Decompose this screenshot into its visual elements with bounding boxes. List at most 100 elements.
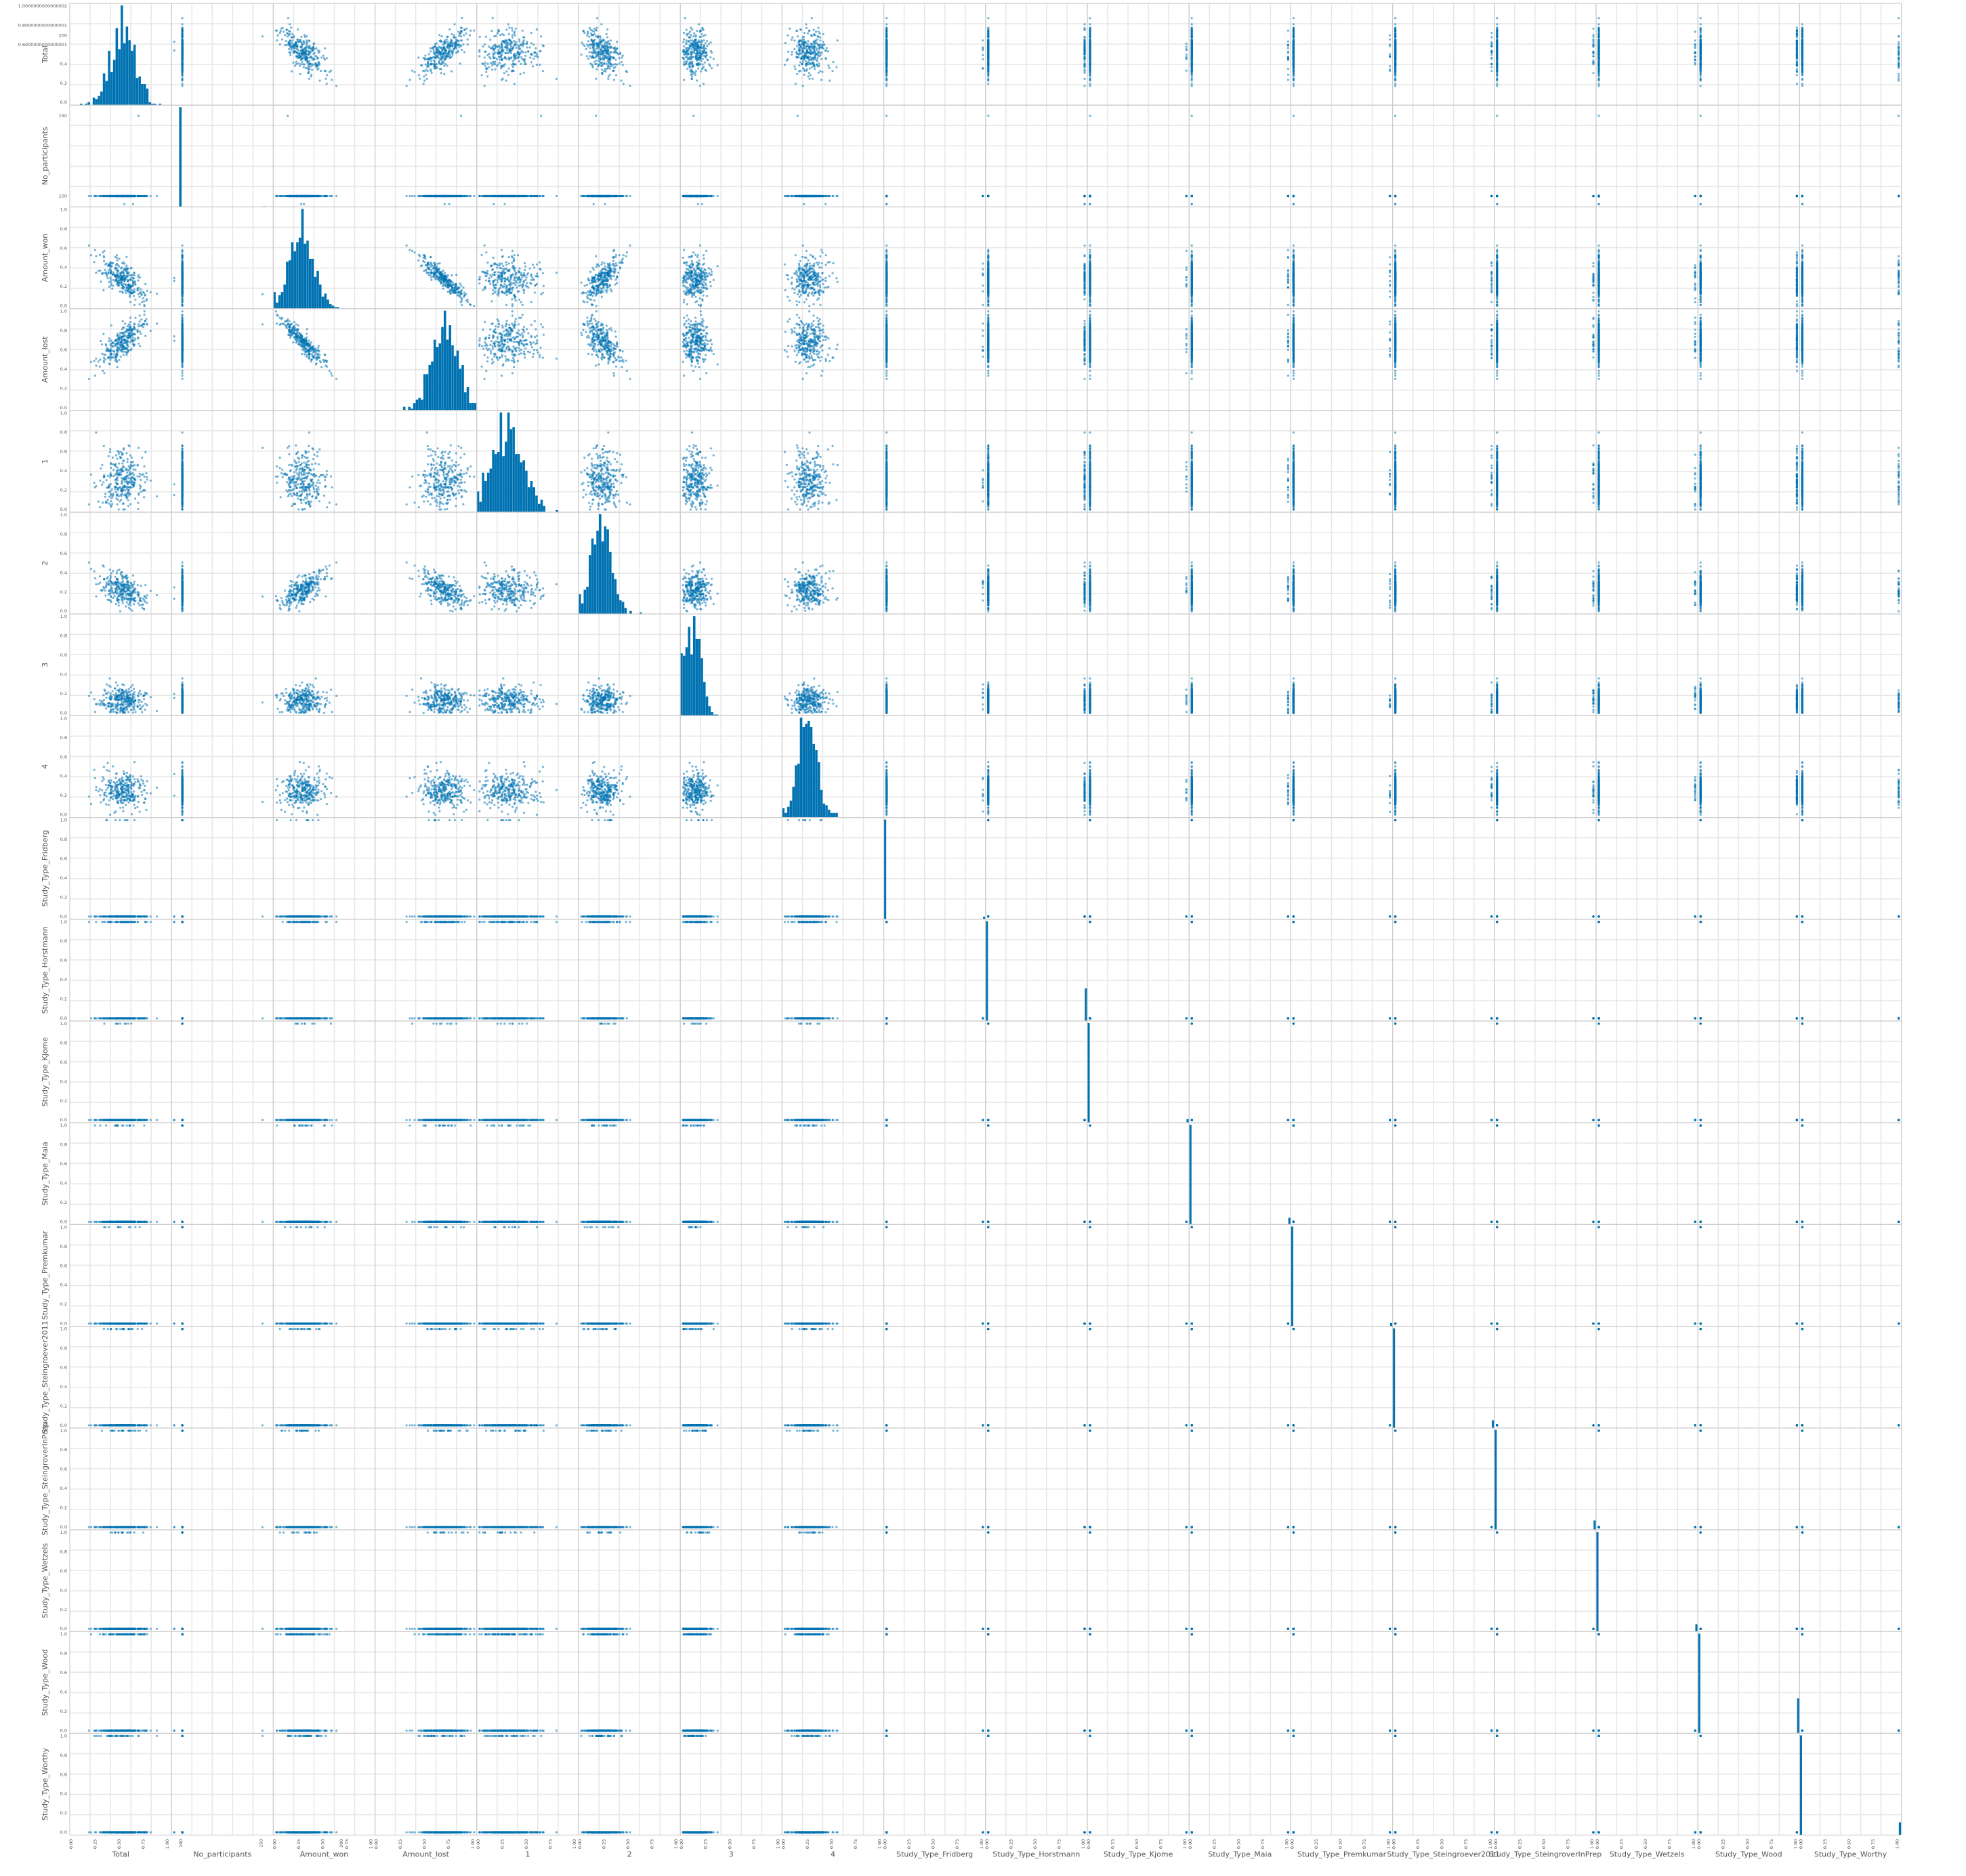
scatter-point (304, 34, 306, 36)
scatter-point (469, 30, 472, 32)
scatter-point (303, 49, 305, 51)
scatter-point (428, 53, 430, 55)
scatter-point (455, 47, 457, 49)
scatter-point (331, 79, 333, 81)
scatter-point (436, 56, 438, 58)
scatter-point (440, 51, 442, 54)
scatter-point (417, 56, 419, 58)
hist-bar (148, 102, 151, 105)
scatter-point (419, 78, 421, 80)
scatter-point (448, 47, 451, 49)
scatter-point (453, 34, 455, 36)
scatter-point (449, 56, 451, 58)
scatter-point (452, 54, 454, 56)
scatter-point (444, 63, 446, 65)
scatter-point (518, 56, 520, 58)
scatter-point (306, 67, 308, 69)
scatter-point (431, 47, 433, 49)
scatter-point (463, 51, 465, 53)
scatter-point (442, 61, 444, 63)
scatter-point (441, 63, 443, 65)
scatter-point (307, 72, 309, 74)
scatter-point (310, 65, 312, 67)
hist-bar (103, 73, 106, 105)
panel-Total-vs-Total (70, 3, 171, 105)
scatter-point (279, 32, 281, 34)
scatter-point (433, 50, 435, 52)
scatter-point (306, 44, 308, 46)
scatter-point (434, 54, 436, 56)
scatter-point (440, 40, 442, 42)
scatter-point (494, 68, 496, 70)
scatter-point (529, 57, 531, 59)
scatter-point (292, 51, 294, 53)
scatter-point (299, 55, 301, 57)
scatter-point (297, 62, 299, 64)
scatter-point (442, 43, 444, 45)
scatter-point (518, 41, 520, 43)
scatter-point (529, 46, 531, 48)
scatter-point (526, 41, 528, 43)
scatter-point (276, 39, 278, 41)
scatter-point (310, 75, 312, 77)
scatter-point (299, 63, 301, 65)
scatter-point (301, 43, 304, 45)
scatter-point (330, 70, 332, 72)
scatter-point (182, 23, 184, 25)
scatter-point (418, 74, 420, 76)
hist-bar (116, 28, 119, 105)
scatter-point (182, 58, 184, 60)
scatter-point (424, 55, 426, 57)
scatter-point (286, 44, 288, 46)
scatter-point (444, 39, 446, 41)
hist-bar (87, 102, 90, 105)
hist-bar (110, 72, 113, 105)
scatter-point (427, 65, 430, 67)
scatter-point (306, 41, 308, 43)
scatter-point (539, 64, 541, 66)
scatter-point (326, 74, 328, 76)
scatter-point (295, 43, 297, 45)
scatter-point (287, 17, 289, 19)
scatter-point (318, 50, 320, 52)
scatter-point (173, 49, 175, 51)
scatter-point (453, 42, 455, 44)
scatter-point (535, 47, 537, 49)
scatter-point (530, 42, 532, 44)
scatter-point (413, 71, 415, 73)
scatter-point (431, 57, 433, 59)
scatter-point (430, 50, 432, 52)
scatter-point (446, 55, 448, 57)
scatter-point (318, 62, 320, 64)
scatter-point (182, 75, 184, 77)
scatter-point (448, 51, 451, 53)
scatter-point (292, 62, 294, 64)
scatter-point (463, 35, 465, 37)
scatter-point (324, 58, 326, 60)
scatter-point (312, 45, 314, 47)
scatter-point (308, 78, 310, 80)
scatter-point (457, 39, 459, 41)
scatter-point (301, 61, 303, 63)
scatter-point (436, 43, 438, 45)
scatter-point (514, 35, 516, 37)
scatter-point (452, 45, 454, 47)
scatter-point (458, 35, 460, 37)
hist-bar (106, 81, 108, 106)
scatter-point (462, 43, 464, 45)
scatter-point (455, 43, 457, 45)
scatter-point (451, 33, 453, 35)
scatter-point (423, 79, 425, 81)
scatter-point (299, 73, 301, 75)
scatter-point (450, 45, 452, 47)
scatter-point (326, 57, 328, 59)
scatter-point (515, 28, 517, 30)
panel-Total-vs-Amount_lost (375, 3, 477, 105)
scatter-point (484, 85, 486, 87)
scatter-point (291, 70, 293, 72)
hist-bar (136, 78, 139, 105)
scatter-point (306, 62, 308, 64)
scatter-point (173, 41, 175, 43)
scatter-point (443, 73, 445, 75)
scatter-point (315, 47, 317, 49)
